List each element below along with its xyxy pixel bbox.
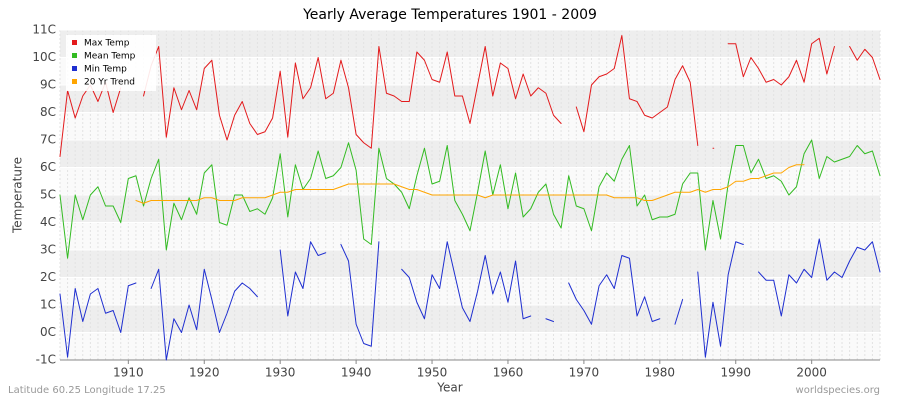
y-tick-label: -1C [36,353,56,367]
y-tick-label: 3C [40,243,56,257]
y-tick-label: 1C [40,298,56,312]
footer-right: worldspecies.org [796,385,880,396]
footer-left: Latitude 60.25 Longitude 17.25 [8,385,166,396]
legend-label: Mean Temp [84,52,136,62]
x-tick-label: 1970 [569,366,600,380]
legend-swatch [72,40,77,45]
x-axis-label: Year [436,381,462,395]
y-axis-label: Temperature [11,157,25,234]
x-tick-label: 1910 [113,366,144,380]
series-line [135,164,805,204]
legend-label: Min Temp [84,65,127,75]
x-tick-label: 1980 [645,366,676,380]
y-tick-label: 10C [32,50,56,64]
y-tick-label: 0C [40,325,56,339]
y-tick-label: 5C [40,188,56,202]
legend-swatch [72,66,77,71]
y-tick-label: 2C [40,270,56,284]
x-tick-label: 2000 [796,366,827,380]
y-tick-label: 4C [40,215,56,229]
legend-swatch [72,79,77,84]
legend-label: 20 Yr Trend [84,78,135,88]
x-tick-label: 1920 [189,366,220,380]
y-tick-label: 9C [40,78,56,92]
chart-title: Yearly Average Temperatures 1901 - 2009 [302,7,597,23]
legend-swatch [72,53,77,58]
y-tick-label: 8C [40,105,56,119]
legend-label: Max Temp [84,39,130,49]
series-line [59,139,881,259]
series-line [59,238,881,361]
x-tick-label: 1960 [493,366,524,380]
y-tick-label: 6C [40,160,56,174]
x-tick-label: 1990 [720,366,751,380]
y-tick-label: 7C [40,133,56,147]
x-tick-label: 1950 [417,366,448,380]
legend-box [66,35,156,91]
y-tick-label: 11C [32,23,56,37]
x-tick-label: 1940 [341,366,372,380]
x-tick-label: 1930 [265,366,296,380]
